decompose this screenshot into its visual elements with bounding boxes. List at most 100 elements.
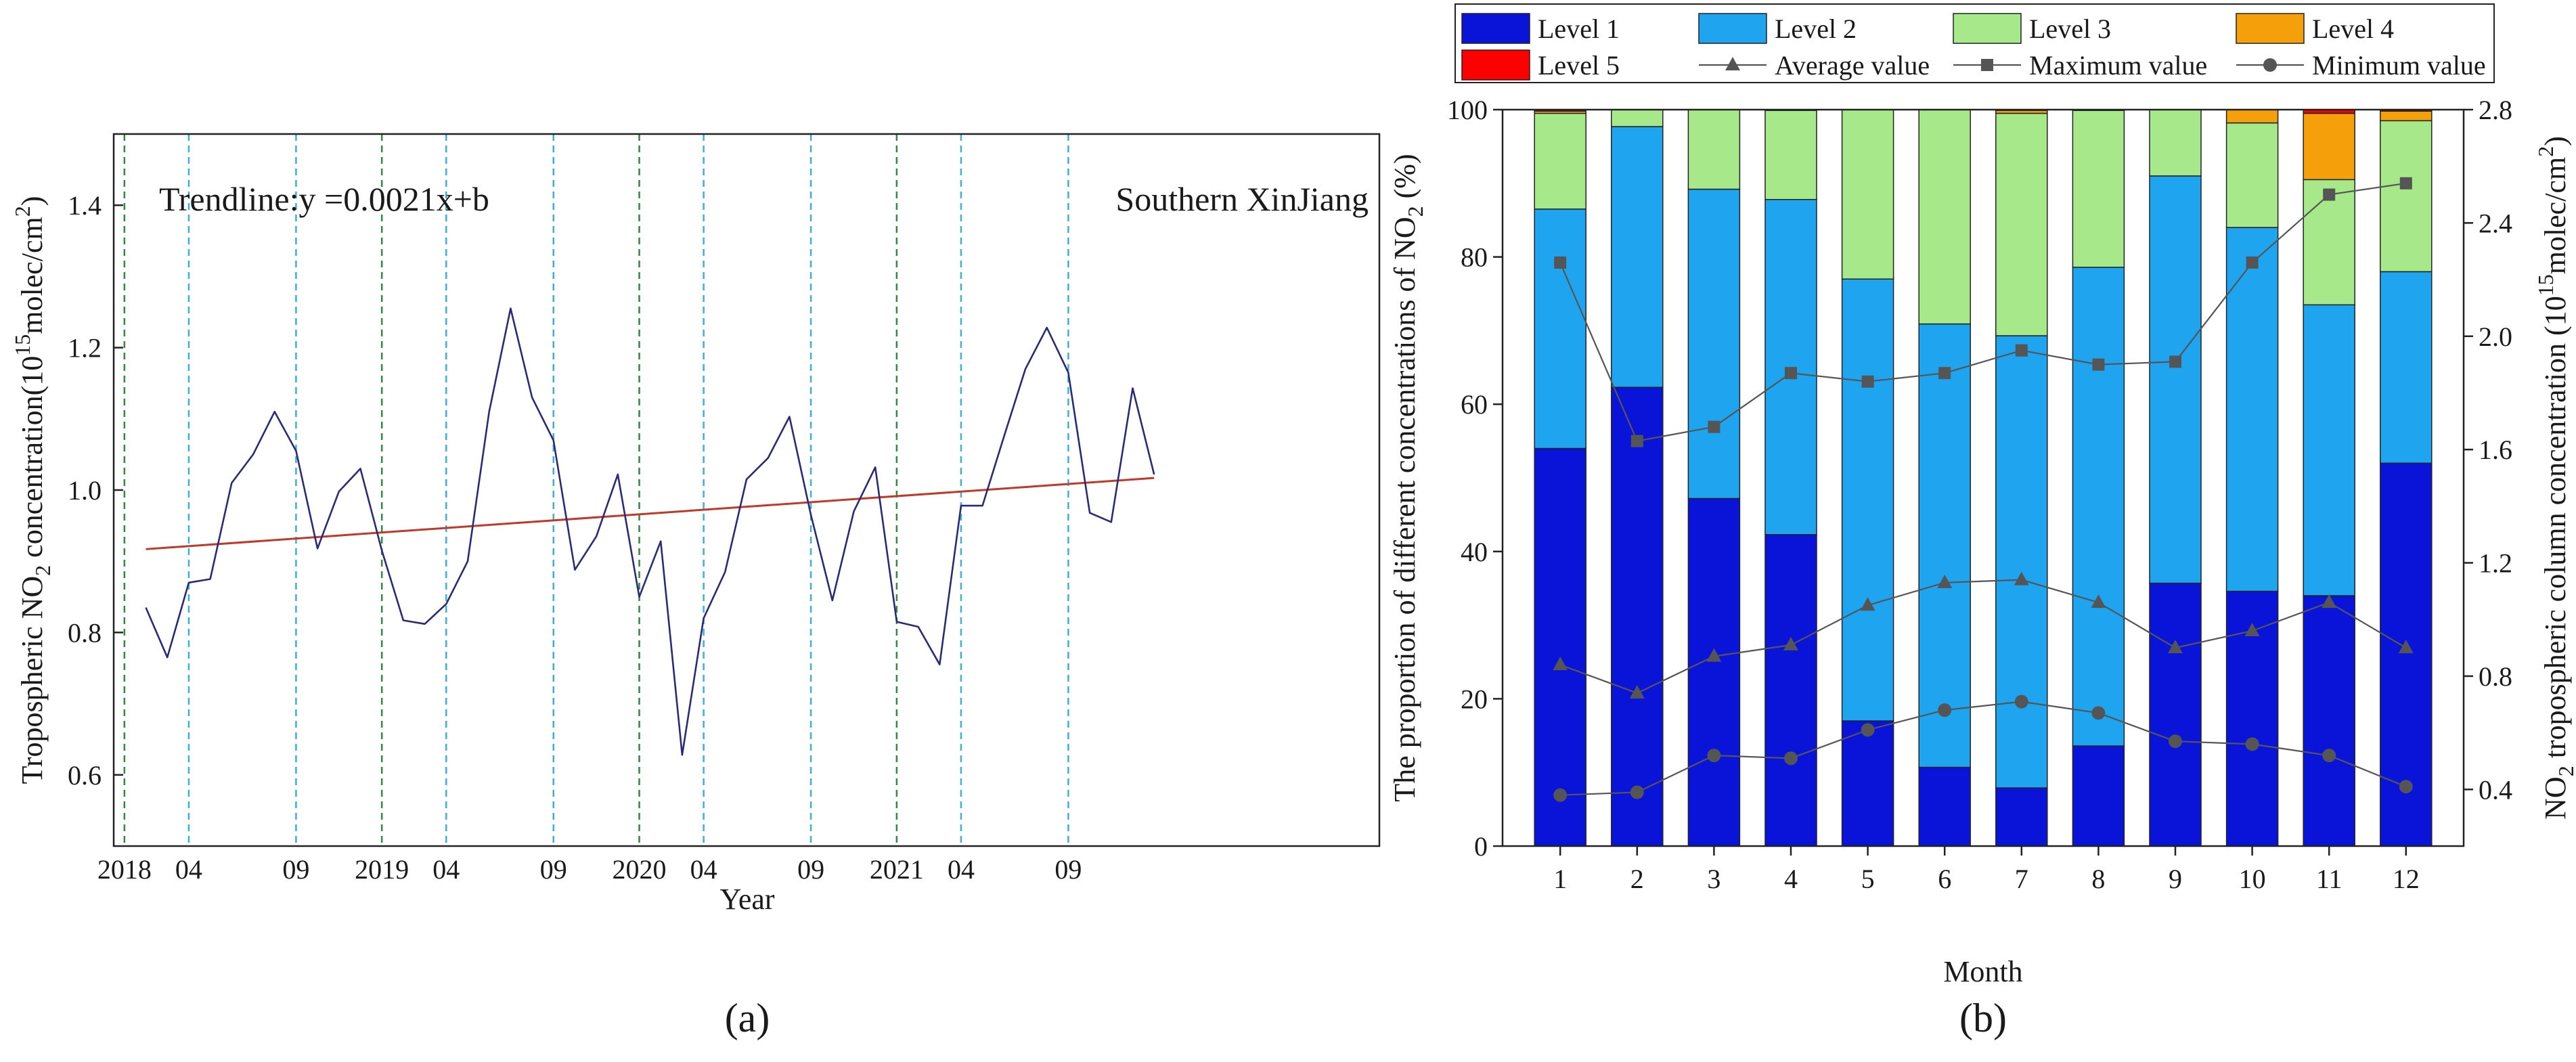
average-value-point-12 — [2398, 640, 2414, 654]
x-tick-label-2020: 2020 — [613, 854, 667, 885]
bar-level-3-month-7 — [1995, 112, 2048, 336]
maximum-value-point-1 — [1554, 256, 1567, 269]
x-tick-label-month-3: 3 — [1707, 864, 1720, 894]
trendline — [146, 477, 1155, 550]
left-y-tick-label-40: 40 — [1461, 537, 1488, 567]
maximum-value-point-4 — [1785, 367, 1797, 380]
legend-label-maximum-value: Maximum value — [2029, 50, 2207, 81]
x-tick-label-04: 04 — [948, 854, 975, 885]
region-annotation: Southern XinJiang — [1115, 180, 1369, 218]
x-tick-label-2018: 2018 — [97, 854, 152, 885]
panel-a-plot-frame — [112, 133, 1381, 847]
bar-level-2-month-8 — [2072, 267, 2125, 747]
bar-level-1-month-1 — [1534, 447, 1586, 847]
legend-swatch-level-4 — [2236, 13, 2305, 44]
panel-b-right-y-axis-label: NO2 tropospheric column concentration (1… — [2533, 136, 2576, 820]
average-value-point-11 — [2322, 594, 2337, 609]
maximum-value-point-12 — [2399, 177, 2412, 190]
minimum-value-point-12 — [2399, 780, 2413, 794]
legend-marker-minimum-value — [2263, 58, 2277, 72]
bar-level-1-month-8 — [2072, 745, 2125, 847]
y-tick-label-1.4: 1.4 — [68, 190, 102, 221]
x-tick-label-09: 09 — [797, 854, 824, 885]
legend-swatch-level-3 — [1953, 13, 2022, 44]
minimum-value-point-10 — [2245, 737, 2259, 751]
minimum-value-point-3 — [1707, 749, 1721, 763]
legend-label-average-value: Average value — [1775, 50, 1930, 81]
x-tick-label-month-2: 2 — [1630, 864, 1644, 894]
maximum-value-point-9 — [2169, 355, 2181, 368]
bar-level-1-month-7 — [1995, 787, 2048, 847]
x-tick-label-09: 09 — [540, 854, 567, 885]
x-tick-label-month-4: 4 — [1784, 864, 1798, 894]
legend-label-minimum-value: Minimum value — [2312, 50, 2486, 81]
panel-a-x-axis-label: Year — [719, 883, 774, 916]
legend-swatch-level-2 — [1698, 13, 1767, 44]
right-y-tick-label-1.2: 1.2 — [2479, 548, 2512, 579]
bar-level-3-month-9 — [2149, 109, 2202, 177]
bar-level-3-month-3 — [1687, 109, 1741, 190]
left-y-tick-label-60: 60 — [1461, 389, 1488, 420]
bar-level-2-month-9 — [2149, 175, 2202, 584]
bar-level-1-month-9 — [2149, 582, 2202, 847]
x-tick-label-04: 04 — [432, 854, 460, 885]
no2-concentration-line — [145, 307, 1155, 756]
maximum-value-point-11 — [2323, 188, 2336, 201]
maximum-value-point-6 — [1938, 367, 1951, 380]
x-tick-label-09: 09 — [282, 854, 309, 885]
minimum-value-point-8 — [2091, 706, 2106, 720]
bar-level-3-month-1 — [1534, 112, 1586, 210]
bar-level-3-month-2 — [1611, 109, 1664, 127]
bar-level-2-month-2 — [1611, 126, 1664, 388]
average-value-point-3 — [1706, 648, 1722, 662]
bar-level-3-month-4 — [1764, 110, 1817, 200]
maximum-value-point-2 — [1630, 435, 1643, 447]
right-y-tick-label-0.8: 0.8 — [2479, 661, 2512, 692]
average-value-point-4 — [1783, 636, 1798, 650]
x-tick-label-month-11: 11 — [2316, 864, 2342, 894]
bar-level-2-month-7 — [1995, 335, 2048, 789]
minimum-value-point-6 — [1938, 703, 1952, 717]
legend-marker-average-value — [1725, 57, 1740, 70]
average-value-point-10 — [2244, 622, 2260, 636]
bar-level-1-month-6 — [1918, 766, 1971, 847]
panel-b-plot-frame — [1501, 108, 2465, 847]
bar-level-4-month-12 — [2380, 110, 2433, 122]
bar-level-2-month-5 — [1841, 278, 1894, 722]
average-value-point-7 — [2014, 571, 2029, 585]
x-tick-label-month-1: 1 — [1553, 864, 1567, 894]
average-value-point-5 — [1860, 597, 1875, 611]
legend-label-level-2: Level 2 — [1775, 14, 1857, 44]
average-value-point-2 — [1629, 685, 1645, 699]
trendline-annotation: Trendline:y =0.0021x+b — [159, 180, 489, 218]
panel-b-x-axis-label: Month — [1943, 955, 2022, 988]
bar-level-1-month-5 — [1841, 720, 1894, 847]
x-tick-label-month-6: 6 — [1938, 864, 1951, 894]
bar-level-2-month-10 — [2225, 227, 2279, 592]
maximum-value-point-10 — [2246, 256, 2259, 269]
maximum-value-point-5 — [1861, 375, 1874, 388]
right-y-tick-label-2.4: 2.4 — [2479, 208, 2512, 238]
bar-level-4-month-11 — [2303, 112, 2355, 181]
x-tick-label-month-12: 12 — [2393, 864, 2420, 894]
x-tick-label-month-10: 10 — [2239, 864, 2266, 894]
legend-marker-maximum-value — [1981, 59, 1993, 71]
panel-b-legend: Level 1 Level 2 Level 3 Level 4 Level 5 Avera… — [1454, 3, 2495, 83]
bar-level-3-month-8 — [2072, 110, 2125, 268]
legend-label-level-3: Level 3 — [2029, 14, 2111, 44]
right-y-tick-label-1.6: 1.6 — [2479, 435, 2512, 465]
bar-level-3-month-5 — [1841, 109, 1894, 280]
maximum-value-point-7 — [2015, 344, 2028, 357]
average-value-point-9 — [2168, 640, 2183, 654]
x-tick-label-month-8: 8 — [2091, 864, 2105, 894]
maximum-value-line — [1559, 182, 2406, 442]
average-value-point-6 — [1937, 574, 1953, 588]
bar-level-3-month-12 — [2380, 120, 2433, 273]
bar-level-2-month-6 — [1918, 323, 1971, 768]
average-value-point-8 — [2091, 594, 2106, 609]
left-y-tick-label-80: 80 — [1461, 242, 1488, 273]
bar-level-2-month-11 — [2303, 304, 2355, 596]
bar-level-2-month-3 — [1687, 188, 1741, 500]
